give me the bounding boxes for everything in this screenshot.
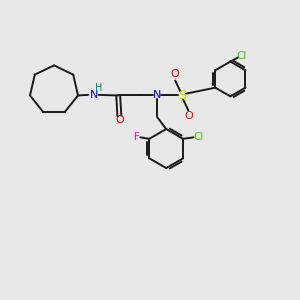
Text: S: S xyxy=(178,89,186,102)
Text: Cl: Cl xyxy=(193,132,203,142)
Text: O: O xyxy=(184,112,193,122)
Text: H: H xyxy=(95,83,103,93)
Text: N: N xyxy=(89,90,98,100)
Text: Cl: Cl xyxy=(237,51,247,61)
Text: O: O xyxy=(115,116,124,125)
Text: N: N xyxy=(153,91,161,100)
Text: O: O xyxy=(171,70,180,80)
Text: F: F xyxy=(134,132,140,142)
